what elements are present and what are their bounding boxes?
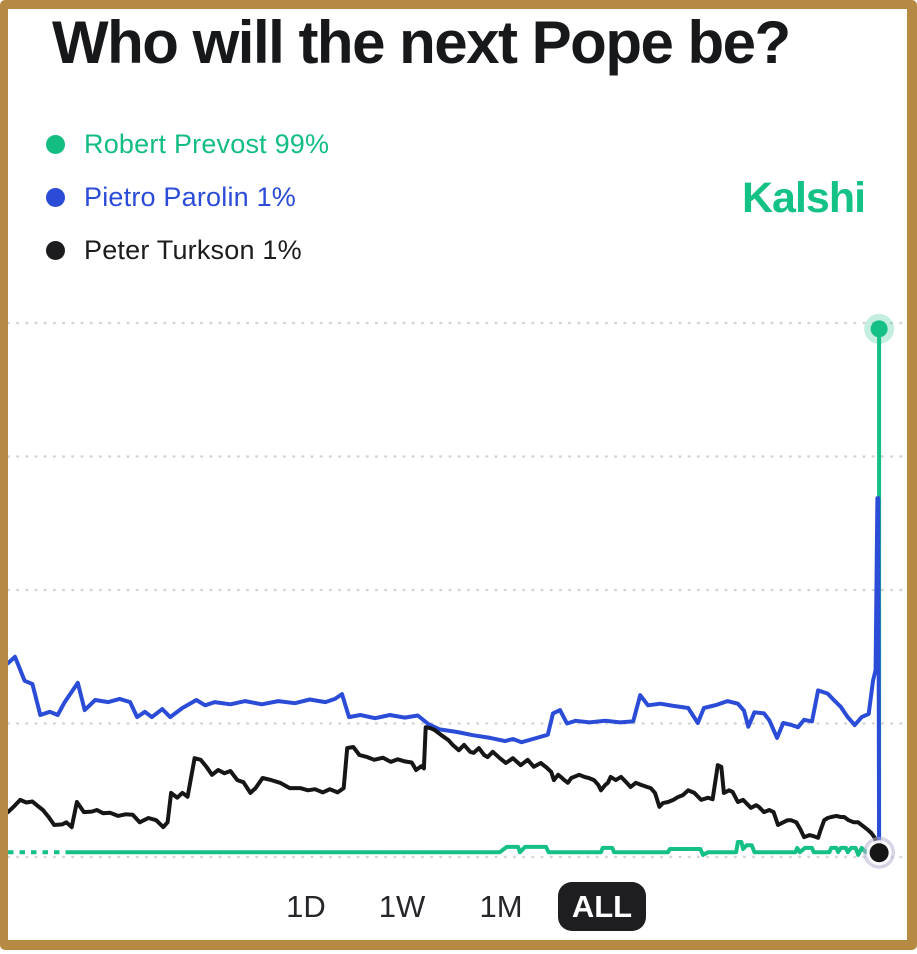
range-button-1m[interactable]: 1M (479, 889, 523, 924)
range-button-1d[interactable]: 1D (286, 889, 326, 924)
legend-item-prevost: Robert Prevost 99% (46, 118, 329, 171)
chart-legend: Robert Prevost 99% Pietro Parolin 1% Pet… (46, 118, 329, 277)
legend-dot-icon (46, 241, 65, 260)
legend-dot-icon (46, 135, 65, 154)
legend-item-label: Pietro Parolin 1% (84, 182, 297, 212)
page-title: Who will the next Pope be? (52, 9, 791, 76)
kalshi-logo: Kalshi (742, 174, 866, 222)
legend-item-parolin: Pietro Parolin 1% (46, 171, 329, 224)
legend-item-label: Peter Turkson 1% (84, 235, 302, 265)
range-button-1w[interactable]: 1W (378, 889, 426, 924)
legend-item-turkson: Peter Turkson 1% (46, 224, 329, 277)
range-button-all[interactable]: ALL (558, 882, 646, 931)
legend-dot-icon (46, 188, 65, 207)
legend-item-label: Robert Prevost 99% (84, 129, 330, 159)
time-range-selector: 1D 1W 1M ALL (0, 882, 917, 932)
